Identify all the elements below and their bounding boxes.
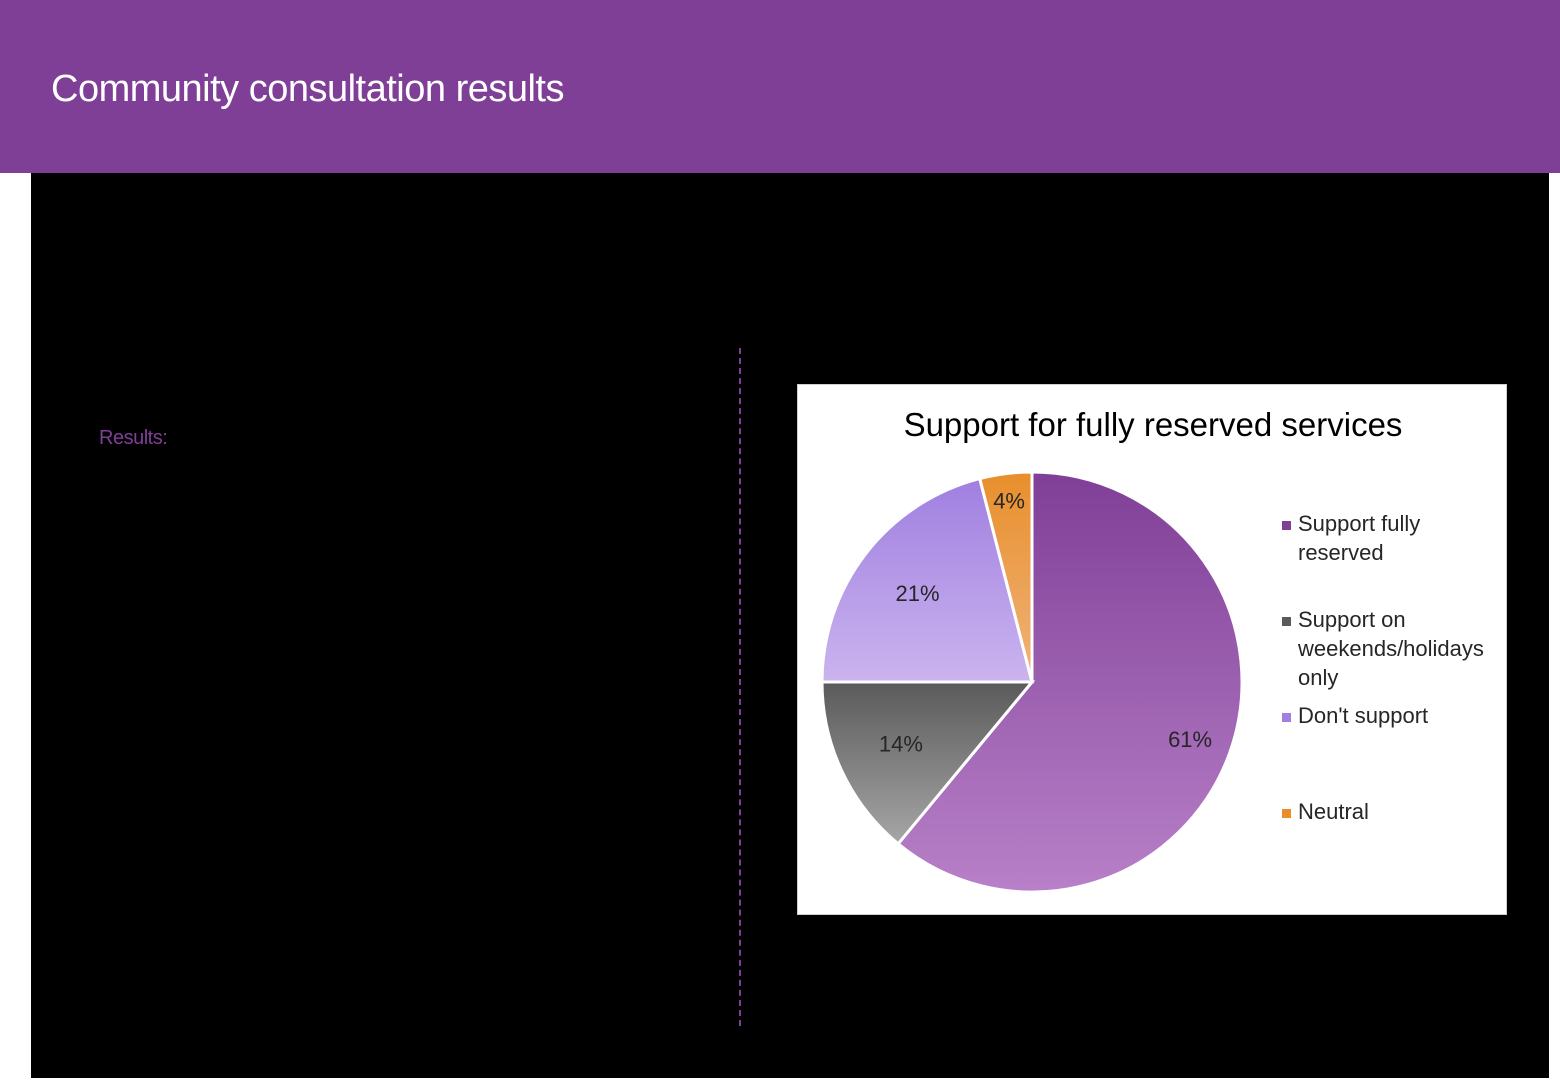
pie-slice-support-on-weekends-holidays-only (820, 680, 1036, 846)
legend-marker (1282, 809, 1291, 818)
pie-slice-don-t-support (820, 476, 1034, 684)
legend-label: reserved (1298, 540, 1384, 565)
data-label-support-on-weekends-holidays-only: 14% (879, 732, 923, 757)
pie-slice-support-fully-reserved (896, 470, 1244, 894)
data-label-neutral: 4% (993, 489, 1025, 514)
legend-marker (1282, 617, 1291, 626)
section-divider (739, 348, 741, 1026)
pie-chart: Support for fully reserved services 61% 1… (820, 406, 1484, 894)
page-title: Community consultation results (51, 68, 565, 110)
data-label-support-fully-reserved: 61% (1168, 727, 1212, 752)
chart-title: Support for fully reserved services (904, 406, 1403, 443)
legend-marker (1282, 521, 1291, 530)
pie-data-labels: 61% 14% 21% 4% (879, 489, 1212, 757)
pie-chart-panel: Support for fully reserved services 61% 1… (797, 384, 1507, 915)
legend-item-neutral: Neutral (1282, 799, 1369, 824)
pie-slices (820, 470, 1244, 894)
legend-label: Support on (1298, 607, 1406, 632)
header-bar: Community consultation results (0, 0, 1560, 173)
legend-label: weekends/holidays (1297, 636, 1484, 661)
data-label-don-t-support: 21% (895, 581, 939, 606)
legend-label: Support fully (1298, 511, 1420, 536)
legend-label: only (1298, 665, 1338, 690)
chart-legend: Support fully reserved Support on weekends/… (1282, 511, 1484, 824)
legend-item-support-on-weekends-holidays-only: Support on weekends/holidays only (1282, 607, 1484, 690)
legend-label: Don't support (1298, 703, 1428, 728)
legend-marker (1282, 713, 1291, 722)
pie-slice-neutral (977, 470, 1034, 683)
legend-item-support-fully-reserved: Support fully reserved (1282, 511, 1420, 565)
results-label: Results: (99, 427, 168, 449)
legend-label: Neutral (1298, 799, 1369, 824)
legend-item-don-t-support: Don't support (1282, 703, 1428, 728)
